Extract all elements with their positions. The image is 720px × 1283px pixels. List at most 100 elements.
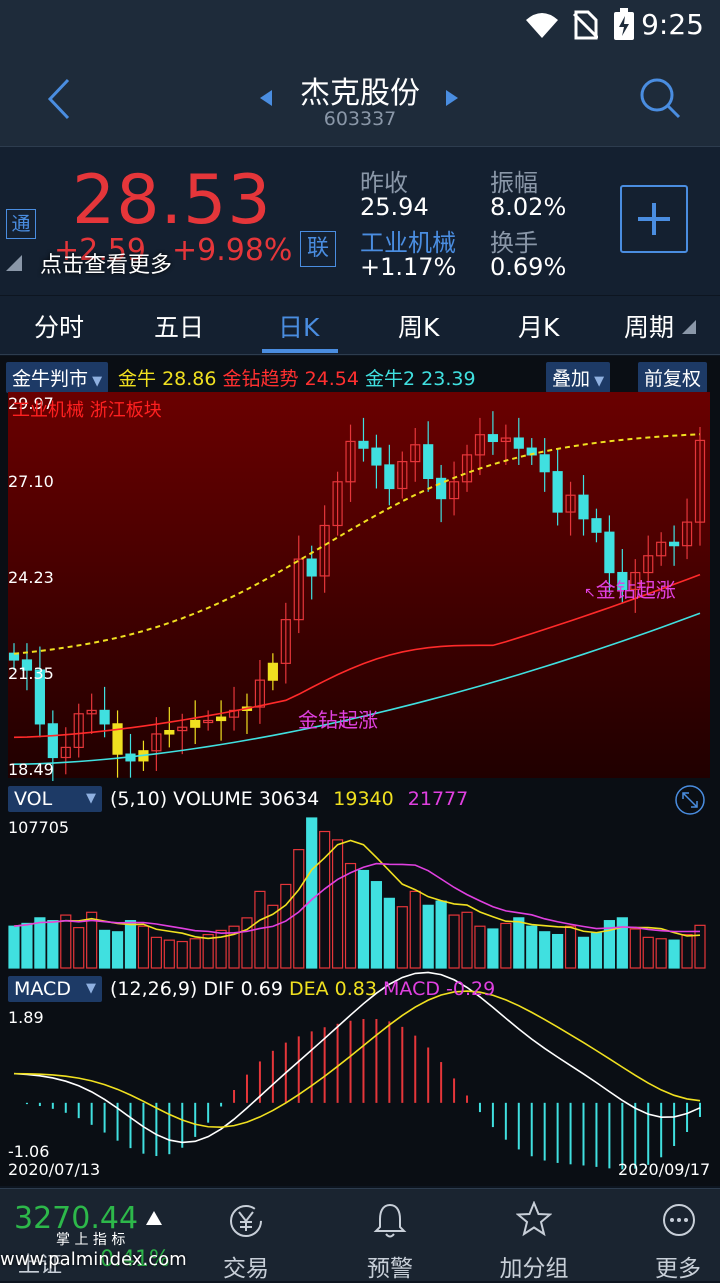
jn2-value: 23.39 bbox=[421, 368, 476, 390]
volume-bar bbox=[539, 931, 551, 969]
macd-dea-line bbox=[13, 990, 701, 1129]
candle-body bbox=[112, 723, 123, 755]
candle-body bbox=[73, 713, 84, 749]
alert-button[interactable]: 预警 bbox=[330, 1189, 450, 1282]
candle-body bbox=[474, 434, 486, 456]
macd-dif-line bbox=[13, 971, 701, 1144]
back-icon[interactable] bbox=[44, 78, 74, 120]
candle-body bbox=[487, 434, 499, 443]
tab-monthly-k[interactable]: 月K bbox=[518, 313, 560, 342]
kline-chart-area[interactable]: 金牛判市 ▼ 金牛 28.86 金钻趋势 24.54 金牛2 23.39 叠加 … bbox=[0, 356, 720, 1186]
trade-label: 交易 bbox=[223, 1256, 269, 1282]
volume-bar bbox=[655, 938, 667, 969]
volume-bar bbox=[603, 920, 615, 969]
active-tab-indicator bbox=[262, 349, 338, 353]
quote-panel: 通 28.53 +2.59 +9.98% 点击查看更多 联 昨收 25.94 工… bbox=[0, 147, 720, 295]
tab-intraday[interactable]: 分时 bbox=[34, 313, 85, 342]
sector-label[interactable]: 工业机械 bbox=[360, 229, 456, 257]
index-change: 0.41% bbox=[100, 1247, 170, 1272]
candle-body bbox=[47, 723, 58, 759]
volume-bar bbox=[577, 936, 590, 969]
corner-triangle-icon bbox=[6, 255, 22, 271]
index-value[interactable]: 3270.44 bbox=[14, 1201, 139, 1236]
volume-bar bbox=[694, 924, 706, 969]
adjust-button[interactable]: 前复权 bbox=[638, 362, 708, 393]
status-bar: 9:25 bbox=[0, 0, 720, 50]
candle-body bbox=[345, 440, 356, 483]
alert-label: 预警 bbox=[367, 1256, 413, 1282]
volume-bar bbox=[357, 869, 370, 969]
vol-select[interactable]: VOL ▼ bbox=[8, 786, 102, 812]
candle-body bbox=[694, 439, 706, 523]
trade-button[interactable]: 交易 bbox=[186, 1189, 306, 1282]
candle-body bbox=[358, 440, 369, 449]
vol-ma10-line bbox=[13, 862, 701, 934]
macd-select[interactable]: MACD ▼ bbox=[8, 976, 102, 1002]
tab-five-day[interactable]: 五日 bbox=[154, 313, 205, 342]
add-group-button[interactable]: 加分组 bbox=[474, 1189, 594, 1282]
candle-body bbox=[436, 477, 447, 500]
no-sim-icon bbox=[572, 10, 598, 40]
volume-bar bbox=[435, 900, 447, 969]
next-stock-icon[interactable] bbox=[444, 88, 460, 108]
signal-label-1: 金钻起涨 bbox=[298, 708, 378, 732]
candle-body bbox=[681, 521, 693, 547]
candle-body bbox=[293, 558, 304, 621]
candle-body bbox=[500, 437, 511, 443]
star-icon bbox=[516, 1201, 552, 1237]
volume-bar bbox=[552, 933, 564, 969]
candle-body bbox=[254, 679, 266, 708]
volume-bar bbox=[241, 917, 253, 969]
candle-body bbox=[643, 555, 654, 574]
candle-body bbox=[203, 719, 214, 724]
volume-bar bbox=[474, 925, 486, 969]
candle-body bbox=[397, 461, 408, 490]
bottom-bar: 3270.44 上证 0.41% 掌 上 指 标 www.palmindex.c… bbox=[0, 1188, 720, 1282]
indicator-select[interactable]: 金牛判市 ▼ bbox=[6, 362, 109, 393]
tong-badge[interactable]: 通 bbox=[6, 209, 36, 239]
bell-icon bbox=[373, 1203, 407, 1238]
tab-period[interactable]: 周期 bbox=[624, 313, 675, 342]
candle-body bbox=[591, 518, 602, 533]
vol-params: (5,10) VOLUME bbox=[110, 788, 253, 810]
turnover-label: 换手 bbox=[490, 229, 538, 257]
jinniu2-line bbox=[13, 612, 701, 766]
prev-stock-icon[interactable] bbox=[258, 88, 274, 108]
tab-weekly-k[interactable]: 周K bbox=[398, 313, 440, 342]
volume-bar bbox=[228, 925, 240, 969]
volume-bar bbox=[409, 890, 421, 969]
main-y-min: 18.49 bbox=[8, 760, 54, 779]
see-more-tip[interactable]: 点击查看更多 bbox=[40, 253, 173, 278]
amplitude-label: 振幅 bbox=[490, 169, 538, 197]
volume-bar bbox=[331, 839, 344, 969]
overlay-chevron-icon: ▼ bbox=[590, 374, 605, 389]
volume-bar bbox=[293, 849, 305, 969]
candle-body bbox=[319, 524, 330, 577]
volume-bar bbox=[124, 920, 137, 969]
vol-name: VOL bbox=[14, 788, 53, 810]
more-button[interactable]: 更多 bbox=[606, 1189, 720, 1282]
candle-body bbox=[656, 541, 667, 557]
candle-body bbox=[151, 733, 162, 752]
candle-body bbox=[34, 669, 45, 725]
candle-body bbox=[384, 464, 395, 490]
lian-badge[interactable]: 联 bbox=[300, 231, 336, 267]
tab-daily-k[interactable]: 日K bbox=[278, 313, 320, 342]
candle-body bbox=[190, 719, 201, 728]
volume-bar bbox=[163, 939, 175, 969]
prev-close-label: 昨收 bbox=[360, 169, 408, 197]
volume-bar bbox=[319, 830, 331, 969]
search-icon[interactable] bbox=[638, 76, 682, 120]
signal-label-2: ↖金钻起涨 bbox=[584, 574, 676, 603]
candle-body bbox=[371, 447, 382, 466]
candle-body bbox=[448, 481, 460, 500]
overlay-button[interactable]: 叠加 ▼ bbox=[546, 362, 611, 393]
sector-change: +1.17% bbox=[360, 253, 457, 281]
candle-body bbox=[86, 709, 97, 715]
volume-bar bbox=[370, 881, 383, 969]
candle-body bbox=[617, 571, 628, 590]
fullscreen-icon[interactable] bbox=[674, 784, 706, 816]
volume-bar bbox=[47, 920, 59, 969]
add-watchlist-button[interactable] bbox=[620, 185, 688, 253]
end-date: 2020/09/17 bbox=[618, 1160, 711, 1179]
